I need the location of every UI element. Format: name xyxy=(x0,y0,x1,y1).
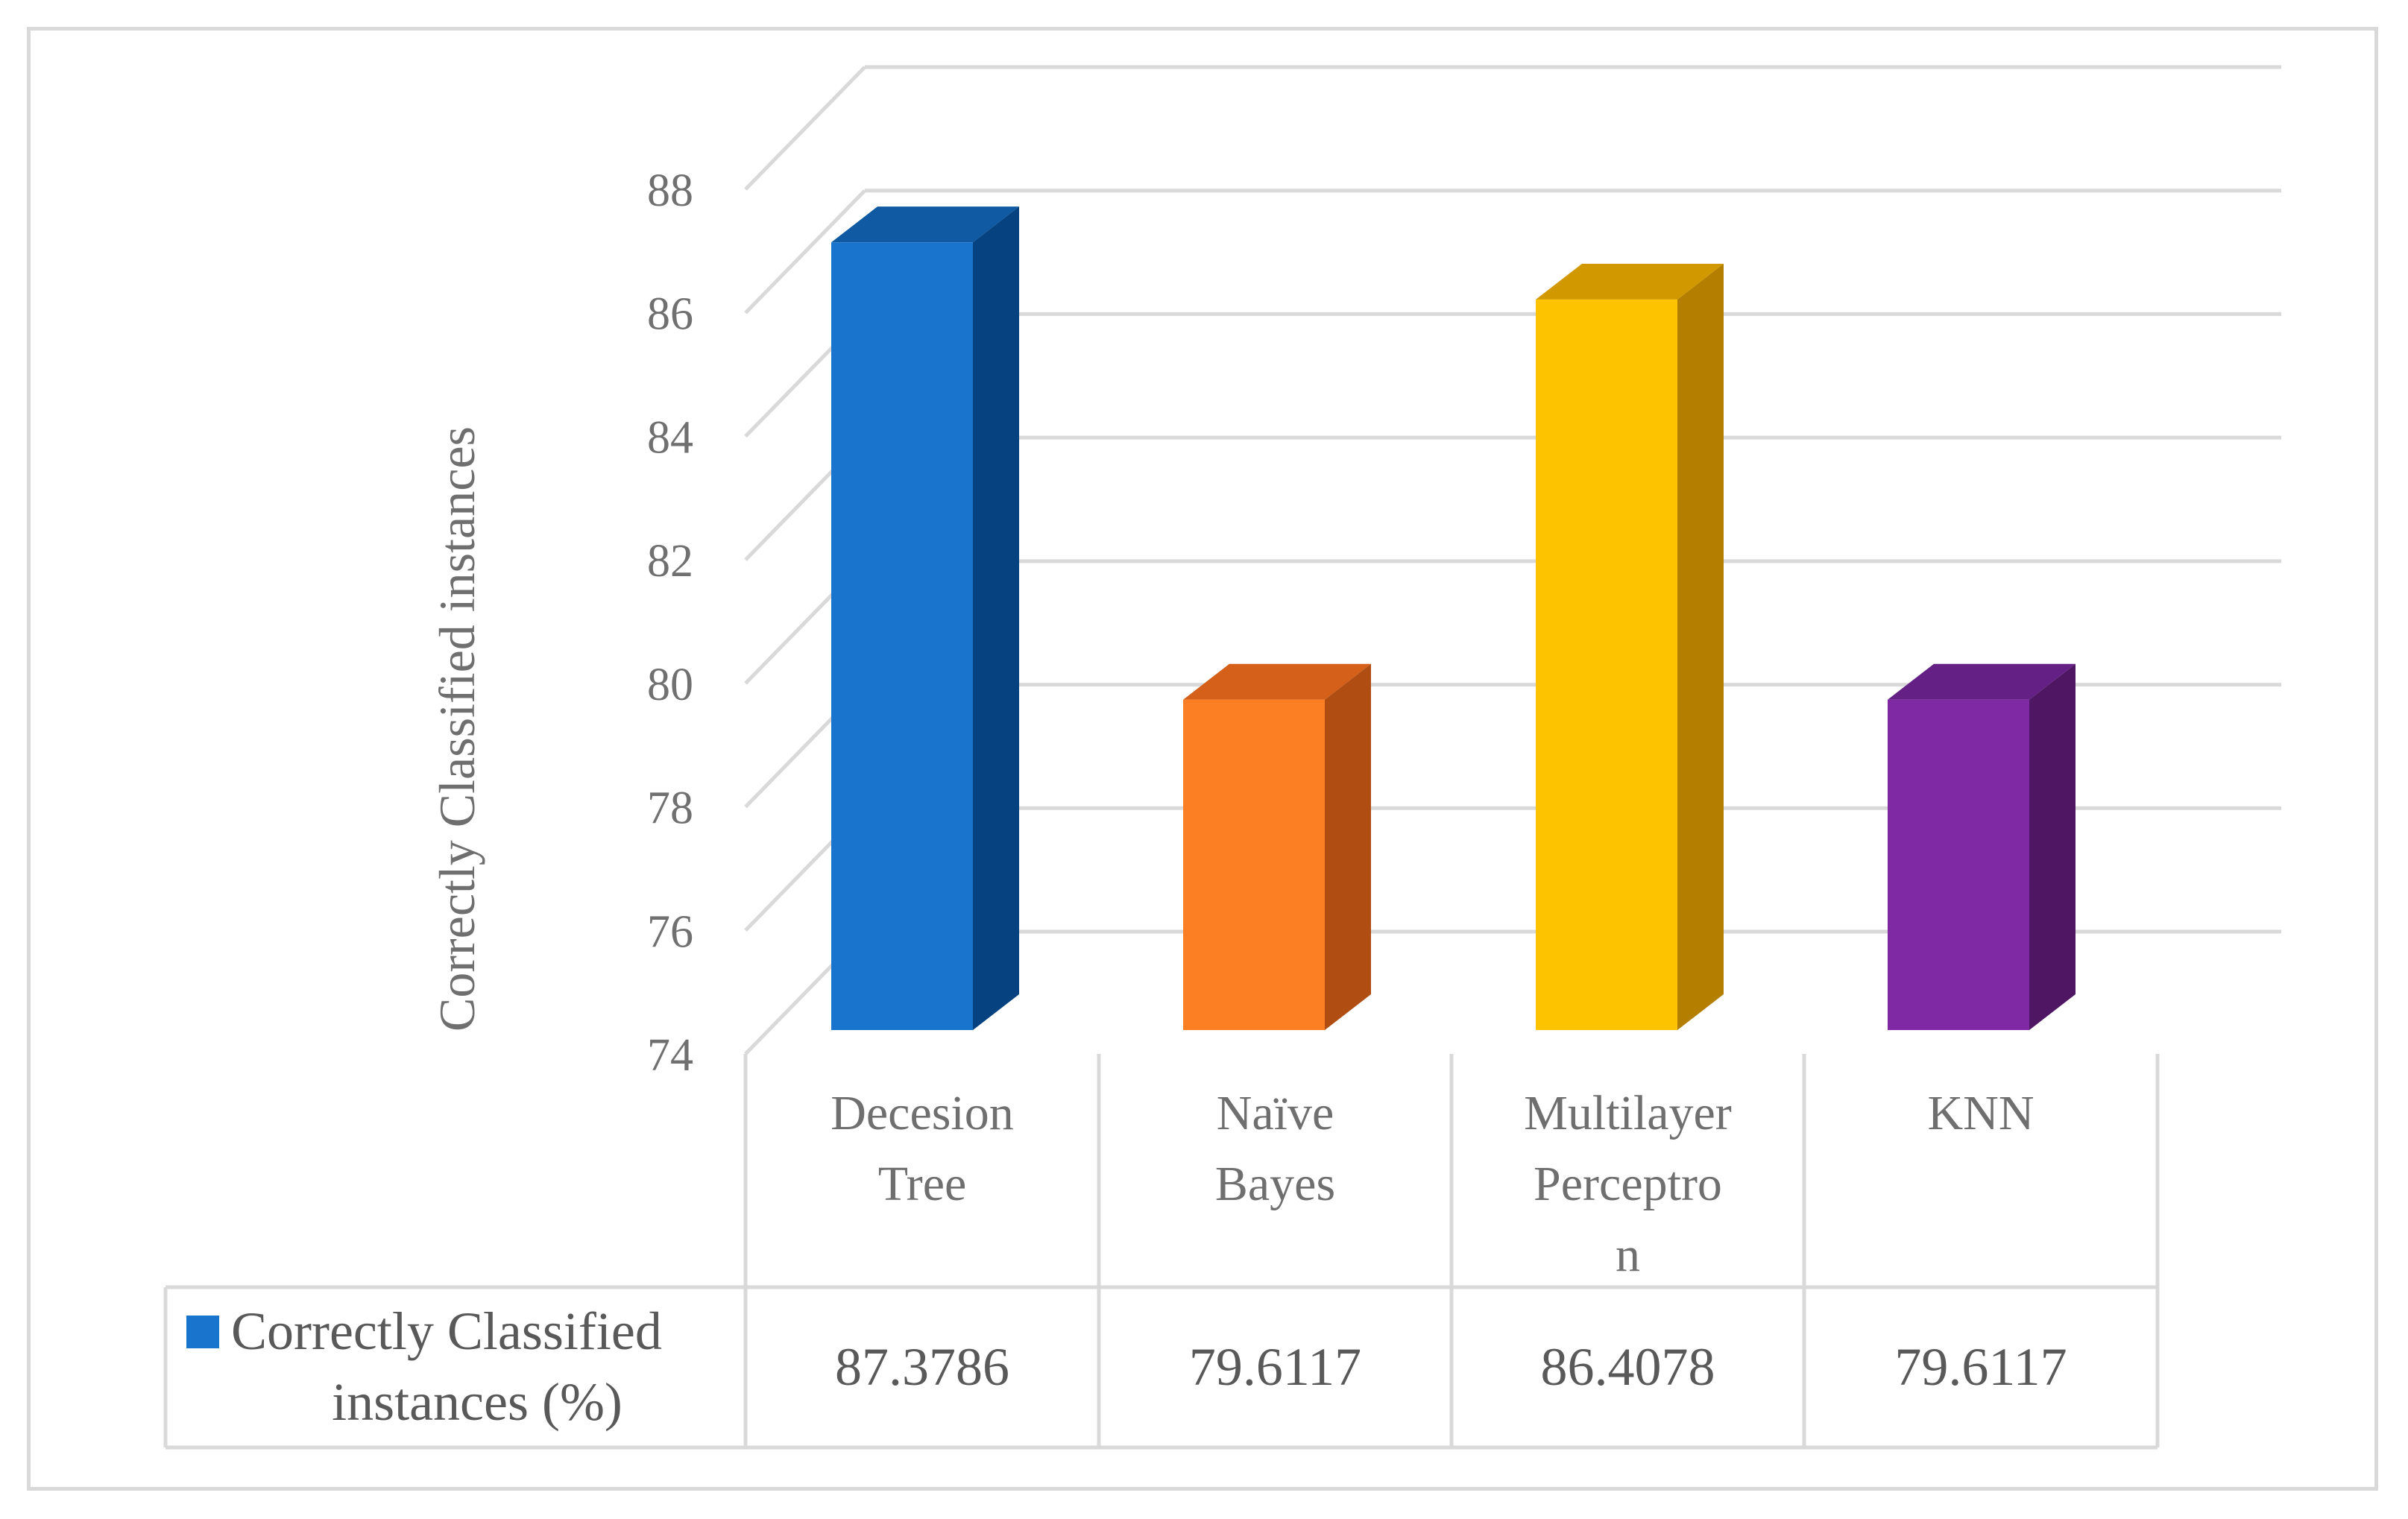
data-label: 79.6117 xyxy=(1189,1337,1361,1397)
y-tick-label: 80 xyxy=(647,660,693,710)
bar-side xyxy=(973,206,1019,1030)
bars xyxy=(831,206,2076,1031)
bar xyxy=(831,242,973,1030)
y-tick-label: 84 xyxy=(647,412,693,463)
y-axis-ticks: 74 76 78 80 82 84 86 88 xyxy=(647,165,693,1081)
chart-frame xyxy=(27,27,2378,1491)
bar-side xyxy=(1677,263,1724,1031)
category-label: n xyxy=(1616,1228,1640,1282)
gridline-diagonal xyxy=(744,66,866,191)
data-label: 87.3786 xyxy=(835,1337,1009,1397)
bar xyxy=(1183,699,1325,1030)
data-table: Decesion Tree Naïve Bayes Multilayer Perceptr… xyxy=(163,1054,2160,1450)
bar-side xyxy=(2029,663,2076,1030)
category-label: Bayes xyxy=(1215,1157,1335,1211)
category-label: Multilayer xyxy=(1524,1086,1732,1140)
legend-label: instances (%) xyxy=(332,1372,623,1432)
y-axis-label: Correctly Classified instances xyxy=(429,426,485,1032)
bar xyxy=(1536,299,1677,1031)
category-label: KNN xyxy=(1928,1086,2034,1140)
y-tick-label: 74 xyxy=(647,1030,693,1081)
gridline-diagonal xyxy=(744,189,866,315)
y-tick-label: 86 xyxy=(647,289,693,340)
bar-side xyxy=(1325,663,1371,1030)
y-tick-label: 82 xyxy=(647,536,693,587)
bar-top xyxy=(831,206,1019,243)
bar-top xyxy=(1536,263,1724,300)
legend-marker xyxy=(186,1316,219,1348)
bar-top xyxy=(1183,663,1371,700)
legend-label: Correctly Classified xyxy=(231,1301,662,1361)
data-label: 86.4078 xyxy=(1541,1337,1715,1397)
bar xyxy=(1888,699,2029,1030)
category-label: Naïve xyxy=(1217,1086,1334,1140)
category-label: Decesion xyxy=(830,1086,1014,1140)
category-label: Tree xyxy=(878,1157,967,1211)
bar-top xyxy=(1888,663,2076,700)
category-label: Perceptro xyxy=(1534,1157,1722,1211)
data-label: 79.6117 xyxy=(1894,1337,2067,1397)
y-tick-label: 78 xyxy=(647,783,693,834)
y-tick-label: 76 xyxy=(647,906,693,957)
y-tick-label: 88 xyxy=(647,165,693,216)
